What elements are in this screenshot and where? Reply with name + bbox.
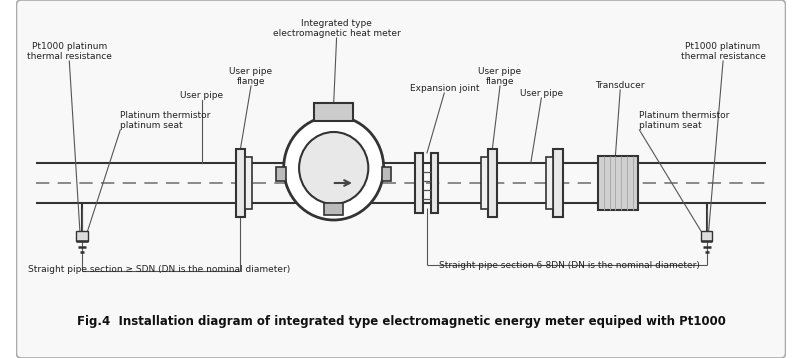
Bar [314, 103, 353, 121]
Text: Platinum thermistor
platinum seat: Platinum thermistor platinum seat [639, 111, 730, 130]
Bar [415, 153, 423, 213]
Bar [553, 149, 562, 217]
Text: User pipe
flange: User pipe flange [230, 67, 273, 86]
Text: Fig.4  Installation diagram of integrated type electromagnetic energy meter equi: Fig.4 Installation diagram of integrated… [77, 315, 726, 328]
Bar [246, 157, 252, 209]
Text: Platinum thermistor
platinum seat: Platinum thermistor platinum seat [120, 111, 210, 130]
Text: Expansion joint: Expansion joint [410, 84, 479, 93]
Bar [598, 156, 638, 210]
Text: Pt1000 platinum
thermal resistance: Pt1000 platinum thermal resistance [681, 42, 766, 61]
Bar [481, 157, 487, 209]
Text: User pipe
flange: User pipe flange [478, 67, 522, 86]
Bar [382, 167, 391, 181]
Text: User pipe: User pipe [520, 89, 563, 98]
Bar [236, 149, 246, 217]
Bar [546, 157, 553, 209]
Text: Transducer: Transducer [595, 81, 645, 90]
Circle shape [284, 116, 384, 220]
Text: Pt1000 platinum
thermal resistance: Pt1000 platinum thermal resistance [27, 42, 112, 61]
Bar [276, 167, 286, 181]
Bar [487, 149, 497, 217]
Circle shape [299, 132, 368, 204]
Bar [701, 231, 713, 241]
Bar [324, 203, 343, 215]
Text: Integrated type
electromagnetic heat meter: Integrated type electromagnetic heat met… [273, 19, 401, 38]
Bar [430, 153, 438, 213]
Text: User pipe: User pipe [181, 91, 223, 100]
Bar [76, 231, 87, 241]
Text: Straight pipe section 6-8DN (DN is the nominal diameter): Straight pipe section 6-8DN (DN is the n… [439, 261, 700, 270]
Bar [300, 163, 367, 203]
Text: Straight pipe section ≥ SDN (DN is the nominal diameter): Straight pipe section ≥ SDN (DN is the n… [27, 265, 290, 274]
FancyBboxPatch shape [17, 0, 786, 358]
